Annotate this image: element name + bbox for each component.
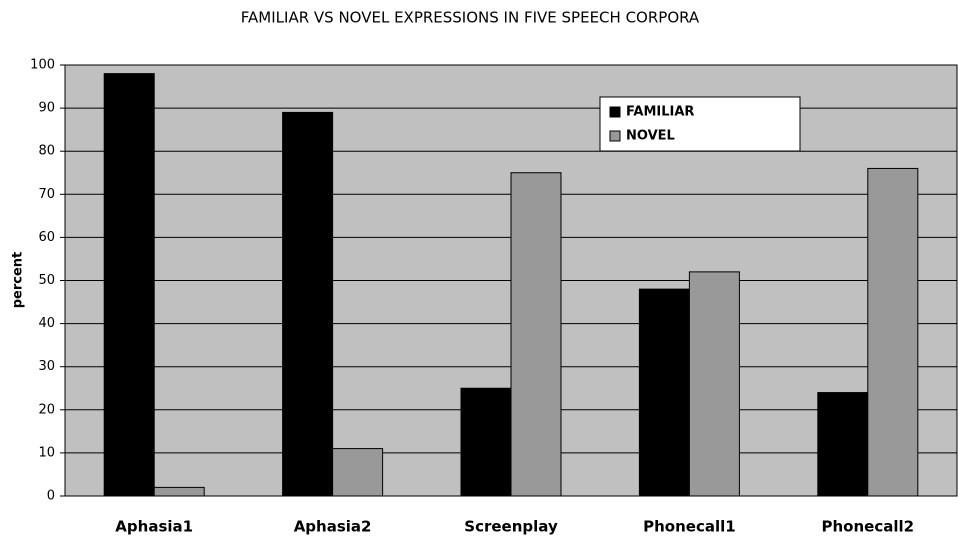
y-tick-label: 60 — [38, 230, 55, 245]
y-axis-label: percent — [11, 252, 26, 309]
legend-swatch — [609, 106, 621, 118]
y-tick-label: 100 — [30, 58, 55, 73]
x-tick-label: Screenplay — [464, 518, 558, 536]
chart-title: FAMILIAR VS NOVEL EXPRESSIONS IN FIVE SP… — [241, 9, 700, 27]
legend-box — [599, 96, 801, 152]
y-tick-label: 70 — [38, 187, 55, 202]
bar — [638, 288, 690, 497]
legend-swatch — [609, 130, 621, 142]
y-tick-label: 50 — [38, 273, 55, 288]
bar — [510, 172, 562, 497]
x-tick-label: Aphasia2 — [294, 518, 372, 536]
legend-label: FAMILIAR — [626, 105, 694, 120]
y-tick-label: 10 — [38, 445, 55, 460]
y-tick-label: 80 — [38, 144, 55, 159]
bar — [817, 392, 869, 497]
bar — [153, 486, 205, 497]
bar — [867, 167, 919, 497]
bar — [332, 448, 384, 497]
y-tick-label: 90 — [38, 101, 55, 116]
bar — [688, 271, 740, 497]
y-tick-label: 30 — [38, 359, 55, 374]
x-tick-label: Aphasia1 — [115, 518, 193, 536]
y-tick-label: 20 — [38, 402, 55, 417]
bar — [460, 387, 512, 497]
x-tick-label: Phonecall1 — [643, 518, 736, 536]
x-tick-label: Phonecall2 — [822, 518, 915, 536]
y-tick-label: 0 — [47, 489, 55, 504]
legend-label: NOVEL — [626, 129, 675, 144]
bar — [103, 73, 155, 497]
bar — [282, 111, 334, 497]
y-tick-label: 40 — [38, 316, 55, 331]
